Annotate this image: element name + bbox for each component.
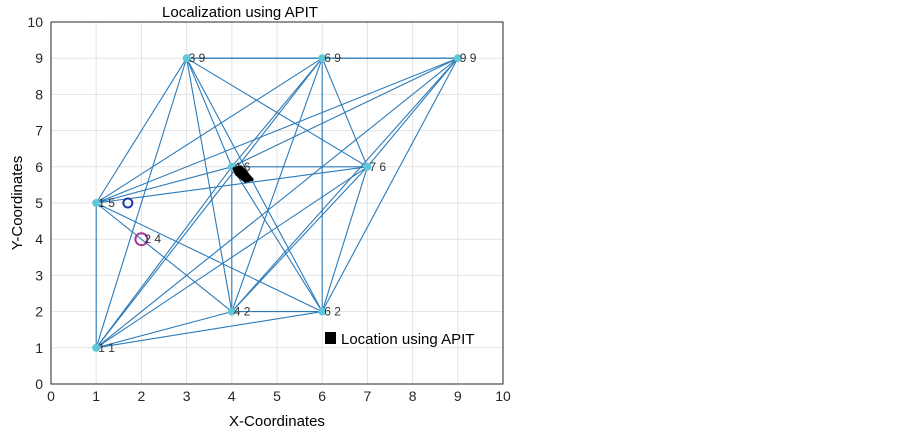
x-tick-label: 0 [47, 388, 55, 404]
x-tick-label: 4 [228, 388, 236, 404]
plot-frame [50, 21, 504, 385]
anchor-link-line [95, 57, 323, 349]
x-tick-label: 1 [92, 388, 100, 404]
unknown-node [134, 232, 149, 247]
anchor-link-line [95, 57, 459, 204]
marks: 1 11 53 94 24 66 26 97 69 92 4 [92, 51, 477, 355]
anchor-link-line [231, 166, 323, 312]
x-axis-label: X-Coordinates [229, 413, 325, 430]
anchor-label: 9 9 [460, 51, 477, 65]
x-tick-label: 2 [138, 388, 146, 404]
anchor-link-line [96, 311, 232, 349]
anchor-link-line [231, 57, 459, 312]
triangle-lines [95, 57, 459, 349]
y-tick-label: 5 [35, 195, 43, 211]
y-tick-label: 6 [35, 159, 43, 175]
chart-title: Localization using APIT [162, 4, 318, 21]
anchor-link-line [366, 57, 459, 168]
anchor-label: 1 1 [98, 341, 115, 355]
anchor-link-line [186, 57, 233, 168]
anchor-link-line [95, 58, 188, 348]
y-tick-label: 0 [35, 376, 43, 392]
anchor-label: 6 2 [324, 305, 341, 319]
anchor-label: 3 9 [189, 51, 206, 65]
anchor-node [182, 54, 191, 63]
anchor-node [227, 307, 236, 316]
anchor-label: 1 5 [98, 196, 115, 210]
y-tick-label: 2 [35, 304, 43, 320]
anchor-node [363, 162, 372, 171]
anchor-link-line [95, 57, 188, 204]
unknown-node-label: 2 4 [144, 232, 161, 246]
y-tick-label: 8 [35, 86, 43, 102]
anchor-link-line [95, 202, 233, 313]
legend-label: Location using APIT [341, 331, 474, 348]
anchor-link-line [95, 202, 323, 313]
anchor-link-line [231, 57, 323, 168]
anchor-link-line [321, 57, 368, 168]
x-tick-label: 3 [183, 388, 191, 404]
y-tick-label: 3 [35, 267, 43, 283]
x-tick-label: 7 [364, 388, 372, 404]
legend-marker [325, 332, 336, 344]
x-tick-label: 5 [273, 388, 281, 404]
x-tick-label: 6 [318, 388, 326, 404]
anchor-label: 6 9 [324, 51, 341, 65]
y-tick-label: 4 [35, 231, 43, 247]
anchor-link-line [186, 57, 323, 312]
anchor-link-line [321, 57, 459, 312]
anchor-link-line [95, 57, 323, 204]
apit-location-marker [232, 165, 254, 183]
x-tick-label: 8 [409, 388, 417, 404]
y-tick-label: 10 [27, 14, 43, 30]
anchor-link-line [321, 166, 368, 312]
anchor-link-line [231, 166, 368, 312]
anchor-node [453, 54, 462, 63]
anchor-link-line [96, 311, 323, 349]
y-tick-label: 1 [35, 340, 43, 356]
x-tick-label: 10 [495, 388, 511, 404]
y-tick-label: 9 [35, 50, 43, 66]
anchor-label: 4 2 [234, 305, 251, 319]
anchor-link-line [231, 58, 323, 312]
tick-labels: 0 1 2 3 4 5 6 7 8 9 10 0 1 2 3 4 5 6 7 8 9 10 [27, 14, 511, 404]
anchor-node [318, 54, 327, 63]
anchor-node [92, 343, 101, 352]
y-axis-label: Y-Coordinates [9, 156, 26, 251]
anchor-node [92, 199, 101, 207]
anchor-link-line [95, 57, 459, 349]
anchor-node [318, 307, 327, 316]
x-tick-label: 9 [454, 388, 462, 404]
anchor-label: 7 6 [369, 160, 386, 174]
anchor-link-line [96, 166, 232, 204]
estimate-circle [122, 197, 134, 209]
y-tick-label: 7 [35, 123, 43, 139]
anchor-link-line [186, 58, 233, 312]
